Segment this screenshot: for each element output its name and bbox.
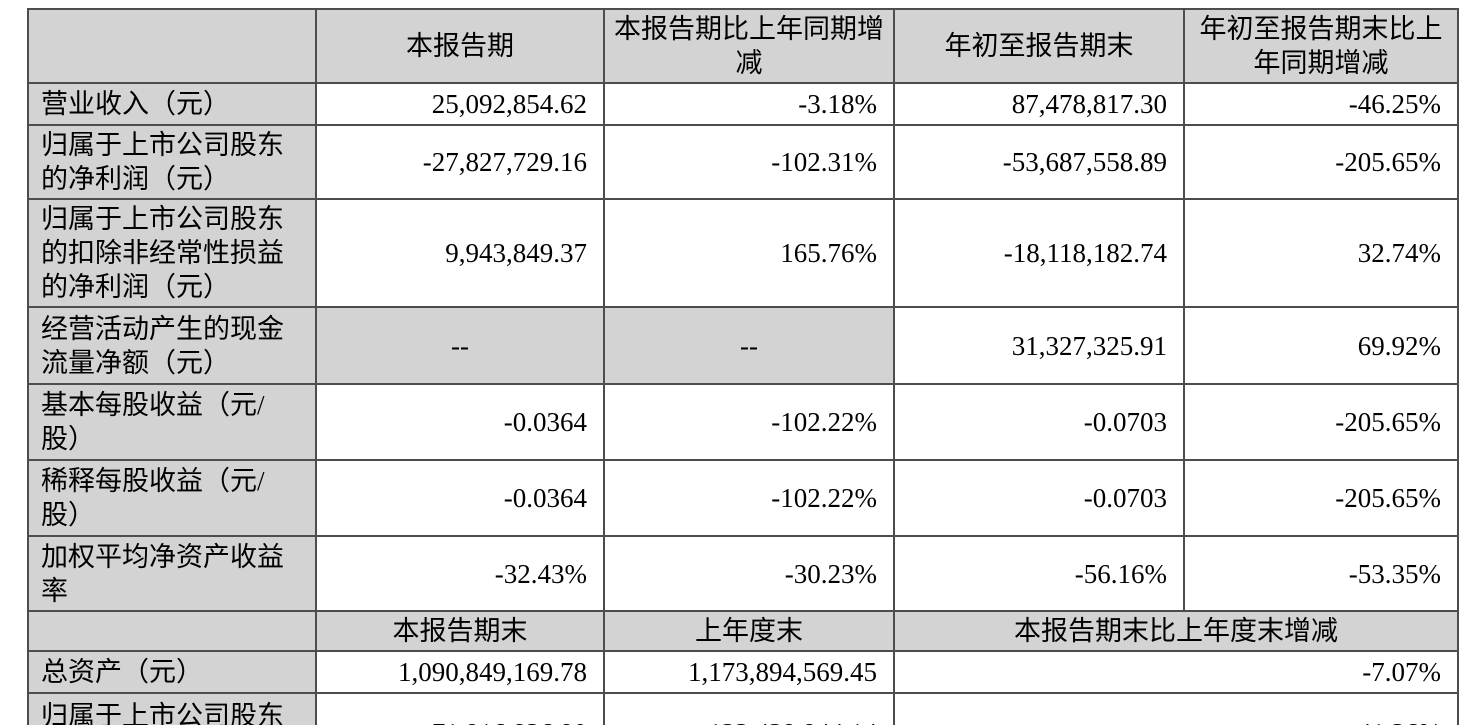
table-subheader-row: 本报告期末 上年度末 本报告期末比上年度末增减: [27, 610, 1459, 652]
table-row-equity: 归属于上市公司股东的所有者权益（元） 71,916,836.90 122,439…: [27, 692, 1459, 725]
cell-value: -205.65%: [1183, 124, 1459, 200]
cell-value: 87,478,817.30: [893, 82, 1185, 126]
row-label: 经营活动产生的现金流量净额（元）: [27, 306, 317, 385]
subheader-corner-cell: [27, 610, 317, 652]
header-current-period-yoy: 本报告期比上年同期增减: [603, 8, 895, 84]
cell-value: -0.0703: [893, 459, 1185, 537]
cell-value: 122,439,944.14: [603, 692, 895, 725]
cell-value: -41.26%: [893, 692, 1459, 725]
cell-value: 32.74%: [1183, 198, 1459, 308]
cell-value: -102.22%: [603, 459, 895, 537]
table-row-revenue: 营业收入（元） 25,092,854.62 -3.18% 87,478,817.…: [27, 82, 1459, 126]
cell-value: -205.65%: [1183, 383, 1459, 461]
table-row-diluted-eps: 稀释每股收益（元/股） -0.0364 -102.22% -0.0703 -20…: [27, 459, 1459, 537]
cell-value: -53.35%: [1183, 535, 1459, 612]
cell-value: -27,827,729.16: [315, 124, 605, 200]
cell-value: -102.22%: [603, 383, 895, 461]
cell-value: -0.0364: [315, 459, 605, 537]
key-financials-table: 本报告期 本报告期比上年同期增减 年初至报告期末 年初至报告期末比上年同期增减 …: [27, 8, 1459, 725]
table-row-operating-cash-flow: 经营活动产生的现金流量净额（元） -- -- 31,327,325.91 69.…: [27, 306, 1459, 385]
row-label: 总资产（元）: [27, 650, 317, 694]
header-corner-cell: [27, 8, 317, 84]
table-row-weighted-avg-roe: 加权平均净资产收益率 -32.43% -30.23% -56.16% -53.3…: [27, 535, 1459, 612]
row-label: 归属于上市公司股东的净利润（元）: [27, 124, 317, 200]
table-row-basic-eps: 基本每股收益（元/股） -0.0364 -102.22% -0.0703 -20…: [27, 383, 1459, 461]
row-label: 基本每股收益（元/股）: [27, 383, 317, 461]
header-ytd: 年初至报告期末: [893, 8, 1185, 84]
cell-value: 25,092,854.62: [315, 82, 605, 126]
header-ytd-yoy: 年初至报告期末比上年同期增减: [1183, 8, 1459, 84]
cell-value: 165.76%: [603, 198, 895, 308]
table-row-total-assets: 总资产（元） 1,090,849,169.78 1,173,894,569.45…: [27, 650, 1459, 694]
table-row-non-recurring-net-profit: 归属于上市公司股东的扣除非经常性损益的净利润（元） 9,943,849.37 1…: [27, 198, 1459, 308]
cell-value: 69.92%: [1183, 306, 1459, 385]
header-current-period: 本报告期: [315, 8, 605, 84]
row-label: 稀释每股收益（元/股）: [27, 459, 317, 537]
row-label: 营业收入（元）: [27, 82, 317, 126]
row-label: 归属于上市公司股东的所有者权益（元）: [27, 692, 317, 725]
cell-value: -0.0364: [315, 383, 605, 461]
cell-value-na: --: [603, 306, 895, 385]
cell-value: -30.23%: [603, 535, 895, 612]
table-row-net-profit: 归属于上市公司股东的净利润（元） -27,827,729.16 -102.31%…: [27, 124, 1459, 200]
subheader-period-end-vs-prior: 本报告期末比上年度末增减: [893, 610, 1459, 652]
cell-value: -32.43%: [315, 535, 605, 612]
cell-value: -53,687,558.89: [893, 124, 1185, 200]
row-label: 归属于上市公司股东的扣除非经常性损益的净利润（元）: [27, 198, 317, 308]
cell-value: 1,173,894,569.45: [603, 650, 895, 694]
cell-value: -3.18%: [603, 82, 895, 126]
cell-value: 1,090,849,169.78: [315, 650, 605, 694]
cell-value: -46.25%: [1183, 82, 1459, 126]
row-label: 加权平均净资产收益率: [27, 535, 317, 612]
subheader-period-end: 本报告期末: [315, 610, 605, 652]
cell-value: -205.65%: [1183, 459, 1459, 537]
cell-value: 9,943,849.37: [315, 198, 605, 308]
subheader-prior-year-end: 上年度末: [603, 610, 895, 652]
cell-value: -18,118,182.74: [893, 198, 1185, 308]
cell-value-na: --: [315, 306, 605, 385]
cell-value: -7.07%: [893, 650, 1459, 694]
cell-value: 31,327,325.91: [893, 306, 1185, 385]
cell-value: 71,916,836.90: [315, 692, 605, 725]
cell-value: -102.31%: [603, 124, 895, 200]
cell-value: -56.16%: [893, 535, 1185, 612]
table-header-row: 本报告期 本报告期比上年同期增减 年初至报告期末 年初至报告期末比上年同期增减: [27, 8, 1459, 84]
cell-value: -0.0703: [893, 383, 1185, 461]
